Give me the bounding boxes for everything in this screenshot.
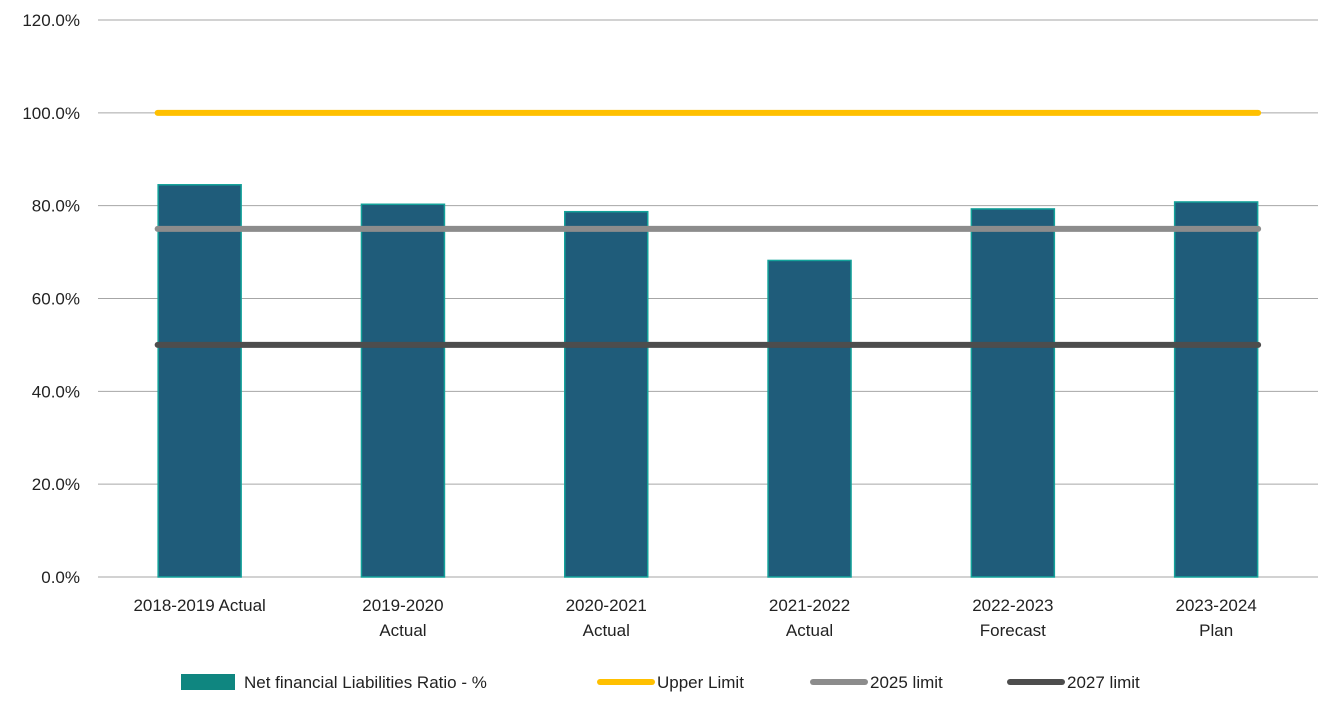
bars bbox=[157, 184, 1259, 578]
bar-net-financial-liabilities-ratio bbox=[1173, 201, 1259, 578]
x-category-label: 2020-2021 Actual bbox=[566, 596, 647, 640]
legend: Net financial Liabilities Ratio - % Upper… bbox=[181, 673, 1140, 692]
y-tick-label: 100.0% bbox=[22, 104, 80, 123]
bar-net-financial-liabilities-ratio bbox=[360, 203, 446, 578]
y-tick-label: 0.0% bbox=[41, 568, 80, 587]
y-tick-label: 40.0% bbox=[32, 382, 80, 401]
limit-lines bbox=[154, 109, 1262, 348]
x-category-label: 2021-2022 Actual bbox=[769, 596, 850, 640]
x-category-label: 2022-2023 Forecast bbox=[972, 596, 1053, 640]
x-category-label: 2018-2019 Actual bbox=[133, 596, 265, 615]
legend-item-2025-limit: 2025 limit bbox=[810, 673, 943, 692]
legend-label: 2027 limit bbox=[1067, 673, 1140, 692]
legend-item-upper-limit: Upper Limit bbox=[597, 673, 744, 692]
legend-label: Upper Limit bbox=[657, 673, 744, 692]
bar-net-financial-liabilities-ratio bbox=[767, 259, 852, 578]
y-tick-label: 80.0% bbox=[32, 197, 80, 216]
gridlines bbox=[98, 19, 1318, 578]
bar-net-financial-liabilities-ratio bbox=[157, 184, 242, 578]
legend-label: 2025 limit bbox=[870, 673, 943, 692]
legend-label: Net financial Liabilities Ratio - % bbox=[244, 673, 487, 692]
legend-swatch bbox=[181, 674, 235, 690]
bar-net-financial-liabilities-ratio bbox=[564, 210, 649, 578]
y-tick-label: 60.0% bbox=[32, 290, 80, 309]
y-tick-label: 120.0% bbox=[22, 11, 80, 30]
legend-item-2027-limit: 2027 limit bbox=[1007, 673, 1140, 692]
y-axis-tick-labels: 0.0% 20.0% 40.0% 60.0% 80.0% 100.0% 120.0% bbox=[22, 11, 80, 587]
x-category-label: 2019-2020 Actual bbox=[362, 596, 443, 640]
y-tick-label: 20.0% bbox=[32, 475, 80, 494]
legend-item-net-financial-liabilities-ratio: Net financial Liabilities Ratio - % bbox=[181, 673, 487, 692]
x-axis-category-labels: 2018-2019 Actual 2019-2020 Actual 2020-2021… bbox=[133, 596, 1256, 640]
bar-net-financial-liabilities-ratio bbox=[970, 208, 1056, 578]
x-category-label: 2023-2024 Plan bbox=[1175, 596, 1256, 640]
